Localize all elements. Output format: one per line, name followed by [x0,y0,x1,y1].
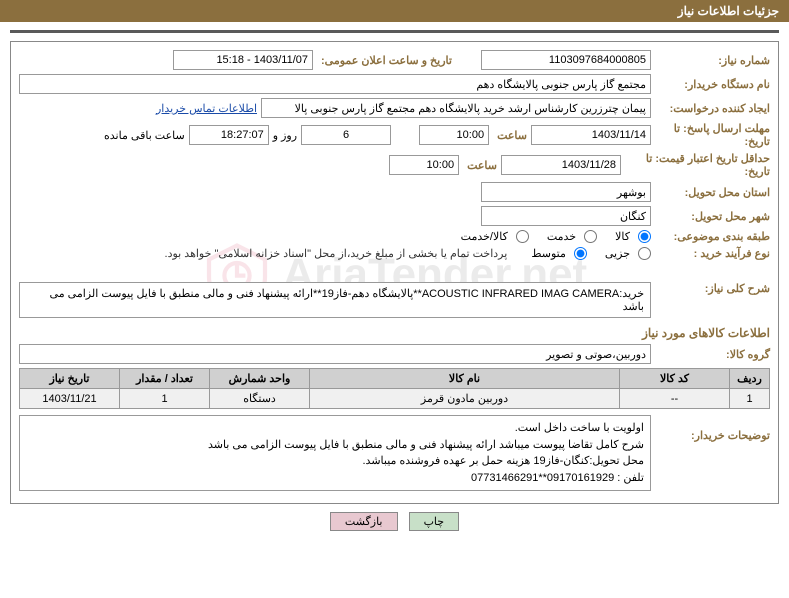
need-no-label: شماره نیاز: [655,54,770,67]
print-button[interactable]: چاپ [409,512,460,531]
th-qty: تعداد / مقدار [120,369,210,389]
button-bar: چاپ بازگشت [0,512,789,531]
cat-service-radio[interactable] [584,230,597,243]
buyer-notes-label: توضیحات خریدار: [655,415,770,442]
th-unit: واحد شمارش [210,369,310,389]
row-requester: ایجاد کننده درخواست: پیمان چترزرین کارشن… [19,98,770,118]
goods-section-title: اطلاعات کالاهای مورد نیاز [19,326,770,340]
td-needdate: 1403/11/21 [20,389,120,409]
need-no-value: 1103097684000805 [481,50,651,70]
requester-value: پیمان چترزرین کارشناس ارشد خرید پالایشگا… [261,98,651,118]
province-value: بوشهر [481,182,651,202]
requester-label: ایجاد کننده درخواست: [655,102,770,115]
row-buy-proc: نوع فرآیند خرید : جزیی متوسط پرداخت تمام… [19,247,770,260]
buyer-notes-box: اولویت با ساخت داخل است. شرح کامل تقاضا … [19,415,651,491]
buyer-org-label: نام دستگاه خریدار: [655,78,770,91]
days-left-value: 6 [301,125,391,145]
cat-both-radio[interactable] [516,230,529,243]
time-label-1: ساعت [493,129,527,142]
page-title: جزئیات اطلاعات نیاز [678,4,779,18]
td-name: دوربین مادون قرمز [310,389,620,409]
cat-both-label: کالا/خدمت [461,230,508,243]
announce-label: تاریخ و ساعت اعلان عمومی: [317,54,477,67]
group-value: دوربین،صوتی و تصویر [19,344,651,364]
resp-date-value: 1403/11/14 [531,125,651,145]
proc-medium-label: متوسط [531,247,566,260]
table-header-row: ردیف کد کالا نام کالا واحد شمارش تعداد /… [20,369,770,389]
goods-table: ردیف کد کالا نام کالا واحد شمارش تعداد /… [19,368,770,409]
summary-box: خرید:ACOUSTIC INFRARED IMAG CAMERA**پالا… [19,282,651,318]
resp-deadline-label: مهلت ارسال پاسخ: تا تاریخ: [655,122,770,148]
row-buyer-org: نام دستگاه خریدار: مجتمع گاز پارس جنوبی … [19,74,770,94]
buyer-note-line: اولویت با ساخت داخل است. [26,420,644,437]
row-quote-valid: حداقل تاریخ اعتبار قیمت: تا تاریخ: 1403/… [19,152,770,178]
city-value: کنگان [481,206,651,226]
proc-medium-radio[interactable] [574,247,587,260]
time-label-2: ساعت [463,159,497,172]
row-city: شهر محل تحویل: کنگان [19,206,770,226]
time-left-label: ساعت باقی مانده [104,129,185,142]
row-resp-deadline: مهلت ارسال پاسخ: تا تاریخ: 1403/11/14 سا… [19,122,770,148]
separator [10,30,779,33]
back-button[interactable]: بازگشت [330,512,398,531]
city-label: شهر محل تحویل: [655,210,770,223]
quote-valid-label: حداقل تاریخ اعتبار قیمت: تا تاریخ: [625,152,770,178]
buyer-contact-link[interactable]: اطلاعات تماس خریدار [156,102,257,115]
th-row: ردیف [730,369,770,389]
time-left-value: 18:27:07 [189,125,269,145]
buyer-org-value: مجتمع گاز پارس جنوبی پالایشگاه دهم [19,74,651,94]
days-left-label: روز و [273,129,297,142]
row-group: گروه کالا: دوربین،صوتی و تصویر [19,344,770,364]
proc-partial-radio[interactable] [638,247,651,260]
cat-service-label: خدمت [547,230,576,243]
th-needdate: تاریخ نیاز [20,369,120,389]
buy-proc-label: نوع فرآیند خرید : [655,247,770,260]
row-province: استان محل تحویل: بوشهر [19,182,770,202]
th-code: کد کالا [620,369,730,389]
cat-goods-radio[interactable] [638,230,651,243]
th-name: نام کالا [310,369,620,389]
row-category: طبقه بندی موضوعی: کالا خدمت کالا/خدمت [19,230,770,243]
quote-valid-time: 10:00 [389,155,459,175]
td-row: 1 [730,389,770,409]
resp-time-value: 10:00 [419,125,489,145]
td-unit: دستگاه [210,389,310,409]
buyer-note-line: تلفن : 09170161929**07731466291 [26,470,644,487]
main-panel: AriaTender.net شماره نیاز: 1103097684000… [10,41,779,504]
td-qty: 1 [120,389,210,409]
td-code: -- [620,389,730,409]
group-label: گروه کالا: [655,348,770,361]
table-row: 1 -- دوربین مادون قرمز دستگاه 1 1403/11/… [20,389,770,409]
province-label: استان محل تحویل: [655,186,770,199]
buyer-note-line: شرح کامل تقاضا پیوست میباشد ارائه پیشنها… [26,437,644,454]
announce-value: 1403/11/07 - 15:18 [173,50,313,70]
row-need-no: شماره نیاز: 1103097684000805 تاریخ و ساع… [19,50,770,70]
proc-partial-label: جزیی [605,247,630,260]
buyer-note-line: محل تحویل:کنگان-فاز19 هزینه حمل بر عهده … [26,453,644,470]
page-header: جزئیات اطلاعات نیاز [0,0,789,22]
quote-valid-date: 1403/11/28 [501,155,621,175]
category-label: طبقه بندی موضوعی: [655,230,770,243]
row-buyer-notes: توضیحات خریدار: اولویت با ساخت داخل است.… [19,415,770,491]
summary-label: شرح کلی نیاز: [655,282,770,295]
cat-goods-label: کالا [615,230,630,243]
proc-note: پرداخت تمام یا بخشی از مبلغ خرید،از محل … [165,247,508,260]
row-summary: شرح کلی نیاز: خرید:ACOUSTIC INFRARED IMA… [19,282,770,318]
